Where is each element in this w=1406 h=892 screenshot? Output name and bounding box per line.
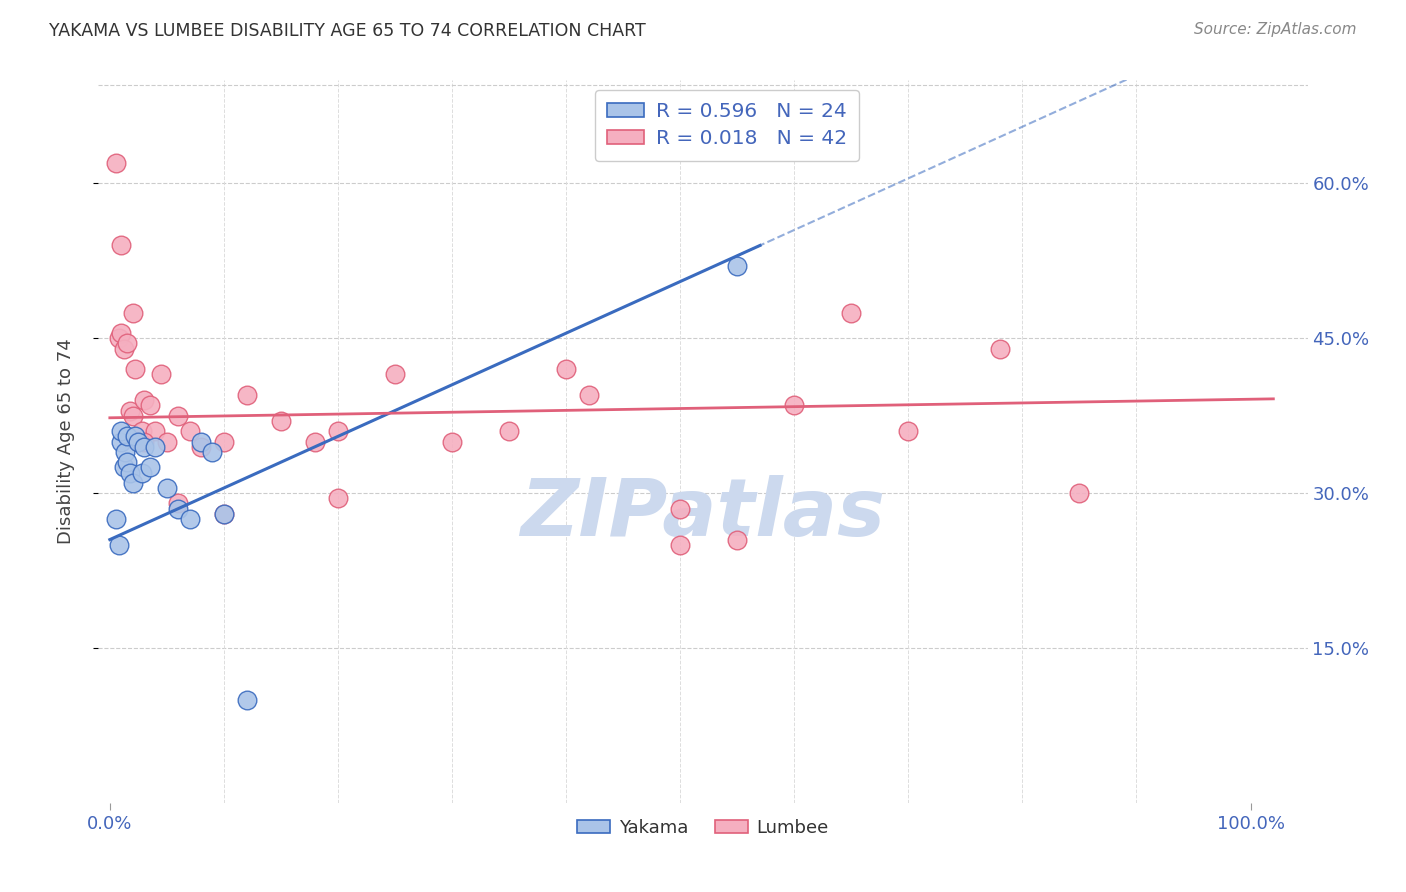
Point	[124, 362, 146, 376]
Point	[235, 692, 257, 706]
Legend: Yakama, Lumbee: Yakama, Lumbee	[569, 812, 837, 845]
Point	[1069, 486, 1091, 500]
Point	[441, 434, 464, 449]
Point	[115, 429, 138, 443]
Point	[110, 326, 132, 340]
Point	[156, 434, 179, 449]
Point	[988, 342, 1011, 356]
Point	[201, 445, 224, 459]
Point	[555, 362, 578, 376]
Point	[498, 424, 520, 438]
Text: YAKAMA VS LUMBEE DISABILITY AGE 65 TO 74 CORRELATION CHART: YAKAMA VS LUMBEE DISABILITY AGE 65 TO 74…	[49, 22, 645, 40]
Point	[114, 445, 136, 459]
Point	[112, 342, 135, 356]
Point	[108, 331, 131, 345]
Point	[167, 501, 190, 516]
Point	[212, 507, 235, 521]
Point	[326, 491, 349, 506]
Point	[725, 533, 748, 547]
Point	[110, 434, 132, 449]
Point	[104, 156, 127, 170]
Point	[167, 409, 190, 423]
Point	[179, 512, 201, 526]
Point	[127, 434, 149, 449]
Text: Source: ZipAtlas.com: Source: ZipAtlas.com	[1194, 22, 1357, 37]
Point	[112, 460, 135, 475]
Y-axis label: Disability Age 65 to 74: Disability Age 65 to 74	[56, 339, 75, 544]
Point	[104, 512, 127, 526]
Point	[212, 434, 235, 449]
Point	[124, 429, 146, 443]
Point	[120, 466, 142, 480]
Point	[304, 434, 326, 449]
Point	[132, 434, 155, 449]
Point	[190, 434, 212, 449]
Point	[179, 424, 201, 438]
Point	[725, 259, 748, 273]
Point	[270, 414, 292, 428]
Point	[326, 424, 349, 438]
Point	[131, 466, 153, 480]
Point	[669, 501, 692, 516]
Point	[132, 440, 155, 454]
Point	[578, 388, 600, 402]
Text: ZIPatlas: ZIPatlas	[520, 475, 886, 553]
Point	[115, 455, 138, 469]
Point	[127, 434, 149, 449]
Point	[131, 424, 153, 438]
Point	[121, 409, 143, 423]
Point	[897, 424, 920, 438]
Point	[783, 398, 806, 412]
Point	[150, 368, 173, 382]
Point	[121, 475, 143, 490]
Point	[235, 388, 257, 402]
Point	[190, 440, 212, 454]
Point	[121, 305, 143, 319]
Point	[108, 538, 131, 552]
Point	[384, 368, 406, 382]
Point	[839, 305, 862, 319]
Point	[669, 538, 692, 552]
Point	[110, 238, 132, 252]
Point	[120, 403, 142, 417]
Point	[139, 398, 162, 412]
Point	[145, 440, 167, 454]
Point	[115, 336, 138, 351]
Point	[139, 460, 162, 475]
Point	[212, 507, 235, 521]
Point	[145, 424, 167, 438]
Point	[132, 393, 155, 408]
Point	[110, 424, 132, 438]
Point	[167, 496, 190, 510]
Point	[156, 481, 179, 495]
